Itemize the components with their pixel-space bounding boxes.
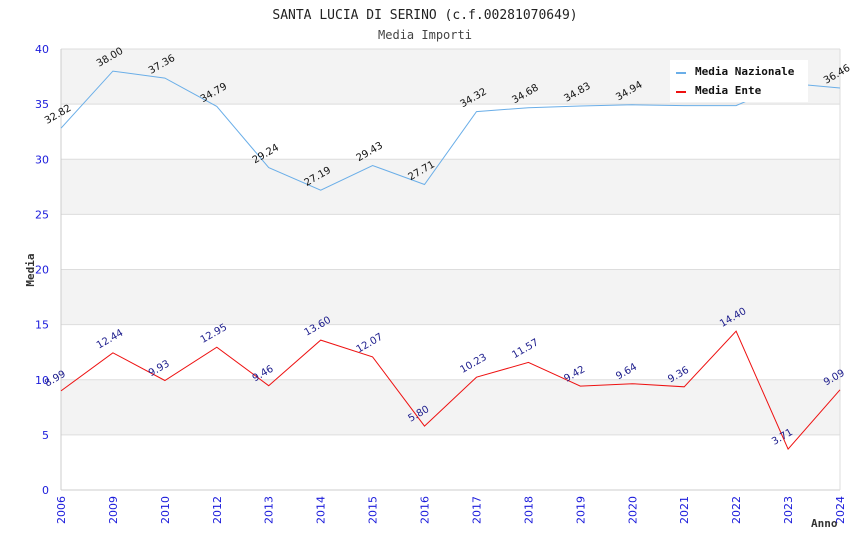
y-tick-label: 20 xyxy=(35,264,49,277)
y-tick-labels: 0 5 10 15 20 25 30 35 40 xyxy=(35,43,49,497)
chart-subtitle: Media Importi xyxy=(378,28,472,42)
x-tick-label: 2020 xyxy=(626,496,639,524)
series-line-media-ente xyxy=(60,330,841,451)
data-label-media-ente: 10.23 xyxy=(458,352,488,376)
data-label-media-ente: 9.93 xyxy=(147,358,172,379)
x-tick-label: 2006 xyxy=(55,496,68,524)
x-tick-label: 2023 xyxy=(782,496,795,524)
x-tick-label: 2009 xyxy=(107,496,120,524)
x-tick-label: 2024 xyxy=(834,496,847,524)
y-tick-label: 25 xyxy=(35,208,49,221)
data-label-media-ente: 12.07 xyxy=(355,332,385,356)
y-tick-label: 15 xyxy=(35,319,49,332)
x-tick-label: 2017 xyxy=(470,496,483,524)
chart-title: SANTA LUCIA DI SERINO (c.f.00281070649) xyxy=(272,8,577,23)
y-tick-label: 10 xyxy=(35,374,49,387)
background-bands xyxy=(61,49,840,435)
legend: Media Nazionale Media Ente xyxy=(670,60,808,102)
band xyxy=(61,159,840,215)
x-tick-labels: 2006 2009 2010 2012 2013 2014 2015 2016 2017 2018… xyxy=(55,496,847,524)
band xyxy=(61,379,840,435)
x-tick-label: 2015 xyxy=(367,496,380,524)
y-tick-label: 30 xyxy=(35,153,49,166)
y-tick-label: 0 xyxy=(42,484,49,497)
y-tick-label: 35 xyxy=(35,98,49,111)
gridlines xyxy=(61,48,840,491)
x-tick-label: 2018 xyxy=(522,496,535,524)
data-label-media-ente: 12.44 xyxy=(95,328,125,352)
y-axis-title: Media xyxy=(24,253,37,286)
x-tick-label: 2014 xyxy=(315,496,328,524)
series-line-media-nazionale xyxy=(60,70,841,191)
legend-label-media-nazionale: Media Nazionale xyxy=(695,65,795,78)
x-tick-label: 2010 xyxy=(159,496,172,524)
x-tick-label: 2012 xyxy=(211,496,224,524)
legend-box xyxy=(670,60,808,102)
legend-label-media-ente: Media Ente xyxy=(695,84,762,97)
x-axis-title: Anno xyxy=(811,517,838,530)
data-label-media-ente: 9.64 xyxy=(614,362,639,383)
data-label-media-ente: 11.57 xyxy=(510,337,540,361)
x-tick-label: 2016 xyxy=(419,496,432,524)
legend-swatch-media-ente xyxy=(676,91,686,93)
series-group xyxy=(60,70,841,451)
x-tick-label: 2013 xyxy=(263,496,276,524)
x-tick-label: 2021 xyxy=(678,496,691,524)
y-tick-label: 5 xyxy=(42,429,49,442)
legend-swatch-media-nazionale xyxy=(676,72,686,74)
x-tick-label: 2022 xyxy=(730,496,743,524)
band xyxy=(61,269,840,325)
x-tick-label: 2019 xyxy=(574,496,587,524)
data-label-media-ente: 12.95 xyxy=(199,322,229,346)
y-tick-label: 40 xyxy=(35,43,49,56)
